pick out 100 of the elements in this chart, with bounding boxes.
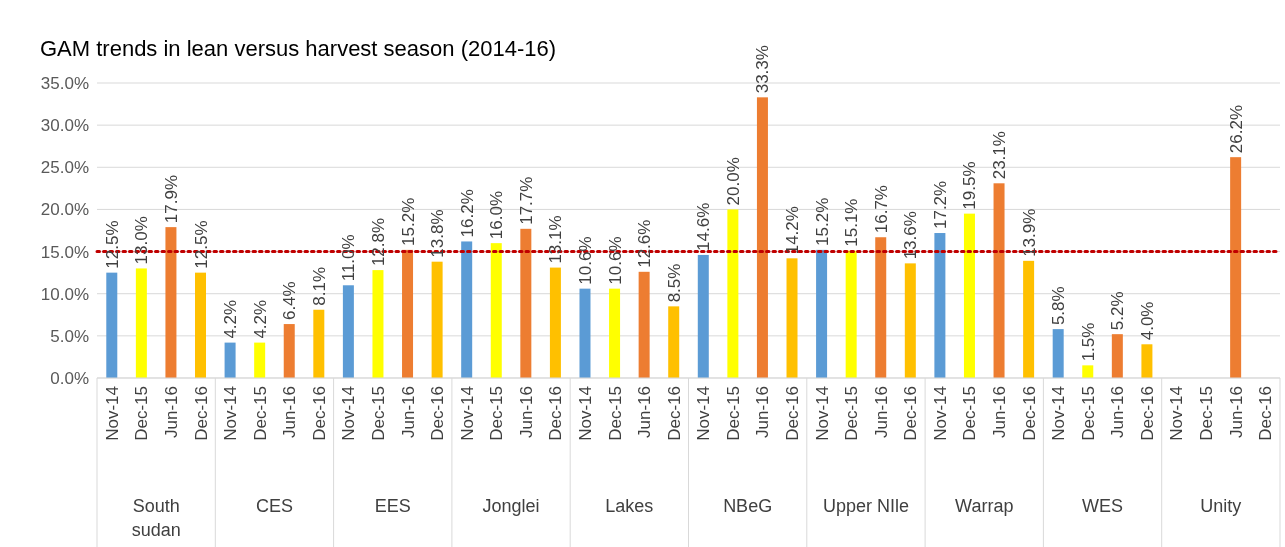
- bar: [372, 270, 384, 378]
- bar: [224, 342, 236, 378]
- data-label: 4.2%: [250, 299, 270, 339]
- bar: [1052, 329, 1064, 378]
- data-label: 12.6%: [635, 219, 655, 268]
- bar: [845, 250, 857, 378]
- text: Dec-15: [842, 386, 862, 441]
- text: Nov-14: [102, 386, 122, 441]
- data-label: 13.1%: [546, 215, 566, 264]
- bar: [106, 272, 118, 378]
- bar: [1111, 334, 1123, 378]
- text: Dec-16: [428, 386, 448, 441]
- text: Nov-14: [457, 386, 477, 441]
- bar: [875, 237, 887, 378]
- text: Dec-15: [132, 386, 152, 441]
- data-label: 12.5%: [191, 220, 211, 269]
- data-label: 1.5%: [1078, 322, 1098, 362]
- text: Jun-16: [753, 386, 773, 438]
- text: Dec-15: [605, 386, 625, 441]
- text: Nov-14: [930, 386, 950, 441]
- data-label: 23.1%: [990, 131, 1010, 180]
- bar: [195, 272, 207, 378]
- text: Nov-14: [1167, 386, 1187, 441]
- x-tick-label: NBeG: [723, 496, 773, 516]
- bar: [1082, 365, 1094, 378]
- text: Jun-16: [990, 386, 1010, 438]
- text: Jun-16: [516, 386, 536, 438]
- text: Nov-14: [575, 386, 595, 441]
- data-label: 5.2%: [1108, 291, 1128, 331]
- x-tick-label: Warrap: [955, 496, 1014, 516]
- data-label: 10.6%: [605, 236, 625, 285]
- data-label: 13.8%: [428, 209, 448, 258]
- x-tick-label: CES: [255, 496, 293, 516]
- data-label: 12.5%: [102, 220, 122, 269]
- bar: [993, 183, 1005, 378]
- text: Dec-16: [664, 386, 684, 441]
- data-label: 17.9%: [161, 174, 181, 224]
- bar: [520, 228, 532, 378]
- text: Jun-16: [1108, 386, 1128, 438]
- text: Dec-16: [1019, 386, 1039, 441]
- data-label: 16.2%: [457, 189, 477, 238]
- data-label: 33.3%: [753, 45, 773, 94]
- bar: [283, 324, 295, 378]
- bar: [697, 254, 709, 378]
- bar: [254, 342, 266, 378]
- chart-title: GAM trends in lean versus harvest season (2014-16): [40, 36, 557, 61]
- data-label: 15.2%: [812, 197, 832, 246]
- bar: [786, 258, 798, 378]
- x-tick-label: Unity: [1200, 496, 1242, 516]
- text: Dec-16: [309, 386, 329, 441]
- bar: [904, 263, 916, 378]
- bar: [609, 288, 621, 378]
- data-label: 8.5%: [664, 263, 684, 303]
- x-tick-label: Jonglei: [482, 496, 540, 516]
- text: Dec-15: [487, 386, 507, 441]
- bar: [1141, 344, 1153, 378]
- bar: [490, 243, 502, 378]
- text: Dec-16: [546, 386, 566, 441]
- bar: [579, 288, 591, 378]
- data-label: 13.6%: [901, 211, 921, 260]
- y-tick-label: 5.0%: [50, 326, 89, 346]
- bar: [342, 285, 354, 378]
- data-label: 26.2%: [1226, 104, 1246, 154]
- text: Dec-15: [960, 386, 980, 441]
- bar: [461, 241, 473, 378]
- data-label: 16.0%: [487, 190, 507, 240]
- data-label: 14.6%: [694, 202, 714, 251]
- bar: [165, 227, 177, 378]
- data-label: 14.2%: [783, 206, 803, 255]
- y-tick-label: 30.0%: [40, 116, 89, 136]
- text: Dec-16: [1137, 386, 1157, 441]
- data-label: 13.9%: [1019, 208, 1039, 257]
- data-label: 15.2%: [398, 197, 418, 246]
- bar: [727, 209, 739, 378]
- data-label: 4.2%: [221, 299, 241, 339]
- bar: [135, 268, 147, 378]
- bar: [638, 271, 650, 378]
- text: Nov-14: [812, 386, 832, 441]
- data-label: 17.2%: [930, 180, 950, 230]
- text: Nov-14: [1049, 386, 1069, 441]
- text: Jun-16: [398, 386, 418, 438]
- data-label: 13.0%: [132, 216, 152, 265]
- x-tick-label: South sudan: [131, 496, 181, 540]
- y-tick-label: 0.0%: [50, 368, 89, 388]
- text: Dec-16: [901, 386, 921, 441]
- data-label: 5.8%: [1049, 286, 1069, 326]
- data-label: 17.7%: [516, 176, 536, 225]
- text: Jun-16: [871, 386, 891, 438]
- data-label: 20.0%: [723, 157, 743, 206]
- text: Nov-14: [339, 386, 359, 441]
- bar: [963, 213, 975, 378]
- text: Nov-14: [694, 386, 714, 441]
- bar: [549, 267, 561, 378]
- text: Dec-16: [1256, 386, 1276, 441]
- y-tick-label: 35.0%: [40, 73, 89, 93]
- text: Jun-16: [280, 386, 300, 438]
- text: Nov-14: [221, 386, 241, 441]
- bar: [934, 233, 946, 378]
- data-label: 8.1%: [309, 266, 329, 306]
- text: Dec-16: [191, 386, 211, 441]
